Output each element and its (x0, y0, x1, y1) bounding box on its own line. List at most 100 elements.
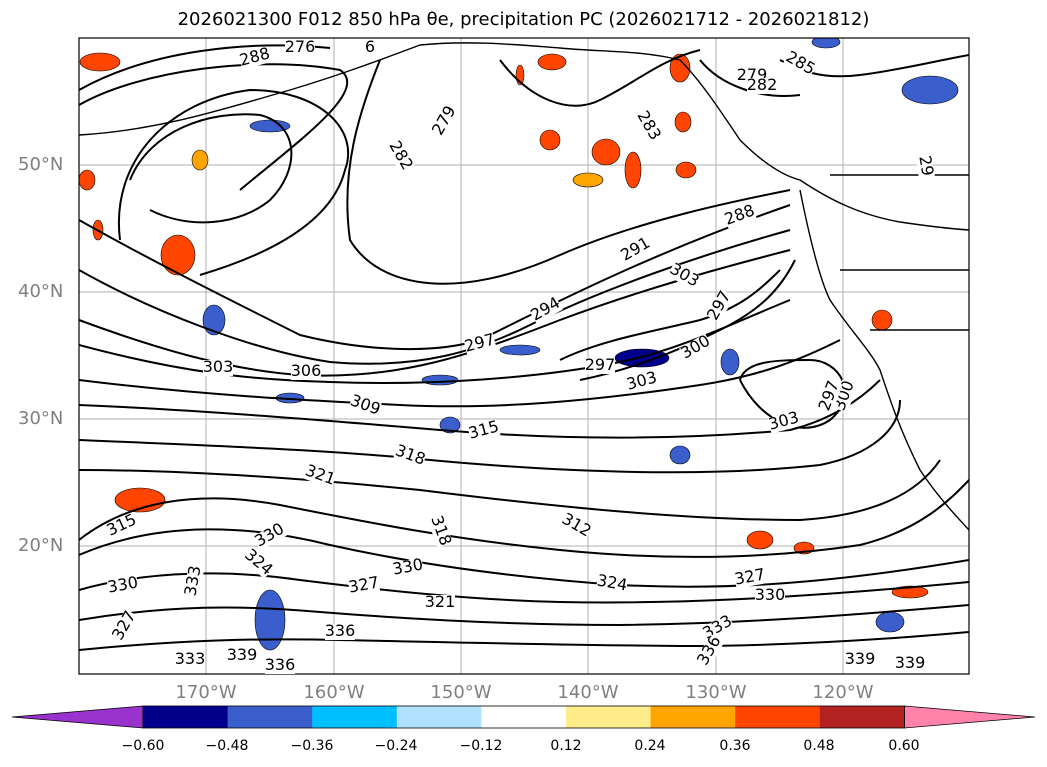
contour-label: 339 (227, 645, 258, 664)
colorbar-segment (566, 706, 652, 728)
colorbar-tick-label: −0.60 (121, 738, 165, 754)
precip-blob (591, 138, 621, 166)
contour-line (129, 113, 293, 224)
precip-blob (191, 149, 209, 171)
contour-label-bg (385, 139, 415, 173)
contour-label: 321 (425, 592, 456, 611)
colorbar-extend-low (11, 705, 144, 729)
colorbar-tick-label: 0.48 (803, 738, 835, 754)
precip-blob (811, 38, 841, 49)
contour-line (79, 379, 881, 439)
contour-line (79, 631, 969, 651)
precip-blob (675, 161, 697, 179)
contour-label-bg (393, 443, 427, 469)
precip-blob (249, 119, 291, 133)
lon-label: 160°W (303, 682, 365, 703)
contour-label-bg (701, 613, 735, 643)
contour-label-bg (427, 514, 453, 548)
contour-label-bg (529, 295, 563, 325)
contour-label-bg (817, 379, 843, 413)
precip-blob (421, 374, 459, 386)
contour-line (79, 249, 791, 377)
contour-line (79, 63, 348, 191)
lat-label: 20°N (18, 535, 64, 556)
contour-label-bg (783, 49, 817, 79)
contour-line (499, 49, 701, 107)
colorbar-tick-label: 0.36 (719, 738, 751, 754)
contour-label-bg (633, 109, 663, 143)
contour-label-bg (241, 547, 275, 579)
colorbar (11, 705, 1036, 729)
contour-line (79, 339, 841, 408)
precip-blob (669, 53, 691, 83)
colorbar-tick-label: −0.12 (459, 738, 503, 754)
contour-label-bg (723, 203, 757, 229)
contour-line (699, 59, 801, 97)
precip-blob (499, 344, 541, 356)
contour-label-bg (679, 333, 713, 363)
contour-label-bg (585, 358, 615, 374)
lon-label: 170°W (175, 682, 237, 703)
contour-label-bg (106, 575, 140, 597)
precip-blob (160, 234, 196, 276)
contour-label: 282 (747, 75, 778, 94)
contour-label-bg (467, 419, 501, 443)
contour-label-bg (705, 289, 735, 323)
contour-label-bg (832, 379, 858, 413)
contour-line (79, 399, 901, 474)
contour-label: 29 (915, 154, 937, 177)
lon-label: 130°W (685, 682, 747, 703)
contour-label-bg (325, 624, 355, 640)
precip-blob (875, 611, 905, 633)
contour-label-bg (845, 652, 875, 668)
colorbar-segment (650, 706, 736, 728)
contour-labels: 288 276 6279282283285279282291288303294297… (104, 37, 938, 674)
contour-label: 339 (895, 653, 926, 672)
precip-blob (720, 348, 740, 376)
contour-label-bg (253, 521, 287, 551)
contour-label: 306 (291, 361, 322, 380)
contour-label: 330 (755, 585, 786, 604)
map-title: 2026021300 F012 850 hPa θe, precipitatio… (177, 9, 870, 30)
contour-line (559, 269, 781, 361)
contour-line (346, 59, 791, 285)
contour-label-bg (755, 588, 785, 604)
contour-label-bg (291, 364, 321, 380)
precip-blob (202, 304, 226, 336)
colorbar-tick-label: 0.12 (550, 738, 582, 754)
contour-line (79, 528, 969, 588)
contour-label: 297 (585, 355, 616, 374)
lat-label: 50°N (18, 154, 64, 175)
colorbar-tick-label: −0.36 (290, 738, 334, 754)
contour-label-bg (183, 564, 205, 598)
colorbar-segment (735, 706, 821, 728)
colorbar-segment (481, 706, 567, 728)
contour-label-bg (430, 104, 460, 138)
precip-blob (746, 530, 774, 550)
contour-label: 336 (265, 655, 296, 674)
contour-label-bg (285, 40, 315, 56)
precip-blob (901, 75, 959, 105)
precip-blob (674, 111, 692, 133)
precip-blob (624, 151, 642, 189)
colorbar-outline (142, 705, 905, 729)
lon-label: 150°W (430, 682, 492, 703)
colorbar-segment (143, 706, 229, 728)
contour-label-bg (203, 360, 233, 376)
contour-label: 339 (845, 649, 876, 668)
contour-label-bg (347, 575, 381, 597)
precip-blob (439, 416, 461, 434)
map-area (79, 38, 969, 674)
colorbar-tick-label: −0.24 (374, 738, 418, 754)
colorbar-tick-label: 0.60 (888, 738, 920, 754)
precip-blob (79, 52, 121, 72)
contour-label-bg (238, 46, 272, 70)
contour-line (79, 604, 969, 627)
colorbar-tick-label: 0.24 (634, 738, 666, 754)
precip-blob (79, 169, 96, 191)
contour-label-bg (391, 557, 425, 579)
contour-label-bg (559, 511, 593, 541)
lat-label: 30°N (18, 408, 64, 429)
contour-label-bg (619, 235, 653, 265)
